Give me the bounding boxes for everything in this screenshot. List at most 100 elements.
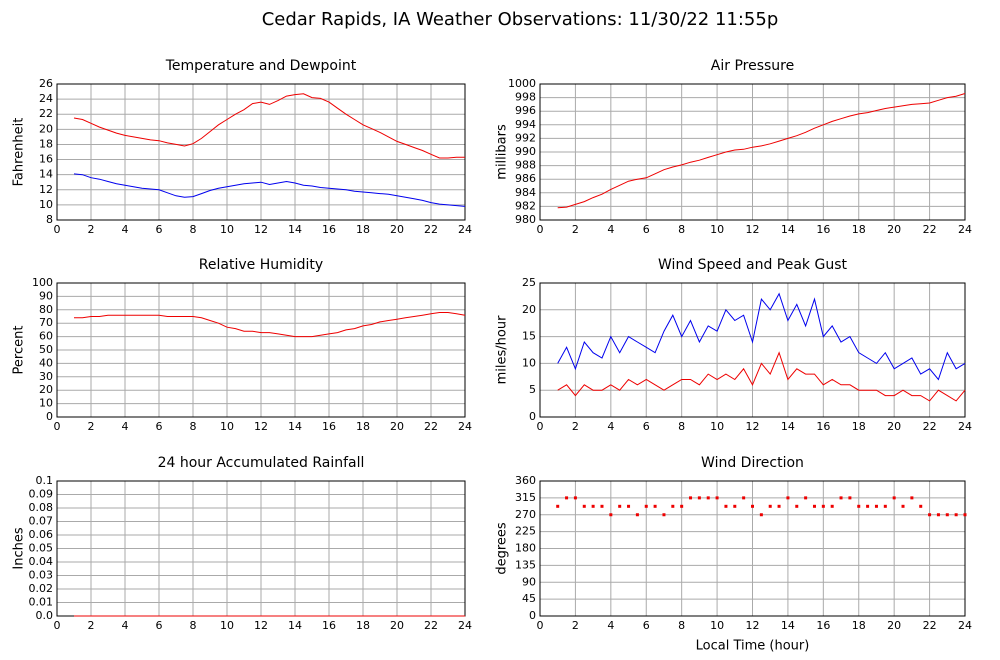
point — [662, 513, 666, 517]
y-tick-label: 0.06 — [29, 528, 54, 541]
point — [697, 496, 701, 500]
y-tick-label: 10 — [39, 397, 53, 410]
x-tick-label: 20 — [887, 223, 901, 236]
panel-title: Air Pressure — [711, 58, 794, 74]
x-tick-label: 16 — [322, 420, 336, 433]
point — [759, 513, 763, 517]
y-tick-label: 0.0 — [36, 609, 54, 622]
x-tick-label: 10 — [710, 223, 724, 236]
y-tick-label: 24 — [39, 92, 53, 105]
x-tick-label: 0 — [537, 619, 544, 632]
x-tick-label: 14 — [781, 223, 795, 236]
point — [653, 504, 657, 508]
y-tick-label: 20 — [39, 122, 53, 135]
x-tick-label: 8 — [190, 420, 197, 433]
y-tick-label: 45 — [522, 592, 536, 605]
x-tick-label: 24 — [958, 223, 972, 236]
point — [857, 504, 861, 508]
y-tick-label: 18 — [39, 137, 53, 150]
y-tick-label: 0.03 — [29, 569, 54, 582]
point — [724, 504, 728, 508]
y-axis-label: millibars — [495, 124, 510, 180]
y-tick-label: 988 — [515, 159, 536, 172]
y-tick-label: 22 — [39, 107, 53, 120]
x-axis-label: Local Time (hour) — [696, 639, 810, 654]
x-tick-label: 8 — [678, 420, 685, 433]
y-tick-label: 26 — [39, 77, 53, 90]
x-tick-label: 4 — [122, 619, 129, 632]
y-tick-label: 990 — [515, 145, 536, 158]
series-line — [73, 173, 466, 207]
y-axis-label: Fahrenheit — [12, 118, 27, 187]
x-tick-label: 2 — [572, 420, 579, 433]
point — [945, 513, 949, 517]
y-tick-label: 180 — [515, 542, 536, 555]
y-tick-label: 30 — [39, 370, 53, 383]
point — [671, 504, 675, 508]
y-tick-label: 14 — [39, 168, 53, 181]
point — [600, 504, 604, 508]
point — [742, 496, 746, 500]
y-tick-label: 20 — [39, 383, 53, 396]
x-tick-label: 2 — [88, 223, 95, 236]
x-tick-label: 4 — [607, 420, 614, 433]
x-tick-label: 18 — [356, 223, 370, 236]
point — [733, 504, 737, 508]
x-tick-label: 16 — [816, 420, 830, 433]
y-tick-label: 0 — [46, 410, 53, 423]
y-tick-label: 5 — [529, 383, 536, 396]
y-tick-label: 982 — [515, 199, 536, 212]
point — [591, 504, 595, 508]
point — [556, 504, 560, 508]
series-line — [557, 351, 966, 402]
x-tick-label: 22 — [923, 420, 937, 433]
point — [954, 513, 958, 517]
x-tick-label: 16 — [816, 223, 830, 236]
x-tick-label: 12 — [254, 420, 268, 433]
x-tick-label: 24 — [458, 223, 472, 236]
series-line — [557, 93, 966, 209]
y-tick-label: 90 — [522, 575, 536, 588]
y-tick-label: 0.02 — [29, 582, 54, 595]
point — [812, 504, 816, 508]
x-tick-label: 20 — [390, 223, 404, 236]
x-tick-label: 8 — [678, 223, 685, 236]
y-tick-label: 315 — [515, 491, 536, 504]
point — [644, 504, 648, 508]
x-tick-label: 0 — [54, 420, 61, 433]
y-tick-label: 980 — [515, 213, 536, 226]
x-tick-label: 6 — [156, 420, 163, 433]
plot-frame — [539, 83, 966, 221]
point — [848, 496, 852, 500]
point — [866, 504, 870, 508]
point — [892, 496, 896, 500]
point — [751, 504, 754, 508]
y-tick-label: 90 — [39, 289, 53, 302]
x-tick-label: 6 — [643, 223, 650, 236]
x-tick-label: 6 — [643, 420, 650, 433]
point — [565, 496, 569, 500]
point — [830, 504, 834, 508]
x-tick-label: 16 — [322, 619, 336, 632]
y-axis-label: Percent — [12, 326, 27, 375]
plot-frame — [539, 282, 966, 418]
y-axis-label: miles/hour — [495, 315, 510, 384]
y-tick-label: 10 — [39, 198, 53, 211]
y-tick-label: 984 — [515, 186, 536, 199]
x-tick-label: 20 — [887, 420, 901, 433]
x-tick-label: 4 — [607, 223, 614, 236]
y-tick-label: 225 — [515, 525, 536, 538]
x-tick-label: 0 — [54, 619, 61, 632]
x-tick-label: 16 — [816, 619, 830, 632]
y-tick-label: 20 — [522, 303, 536, 316]
y-tick-label: 0.01 — [29, 596, 54, 609]
x-tick-label: 22 — [923, 619, 937, 632]
point — [609, 513, 613, 517]
x-tick-label: 4 — [122, 223, 129, 236]
x-tick-label: 18 — [852, 420, 866, 433]
x-tick-label: 24 — [458, 619, 472, 632]
x-tick-label: 18 — [356, 619, 370, 632]
point — [680, 504, 684, 508]
point — [706, 496, 710, 500]
x-tick-label: 22 — [424, 420, 438, 433]
